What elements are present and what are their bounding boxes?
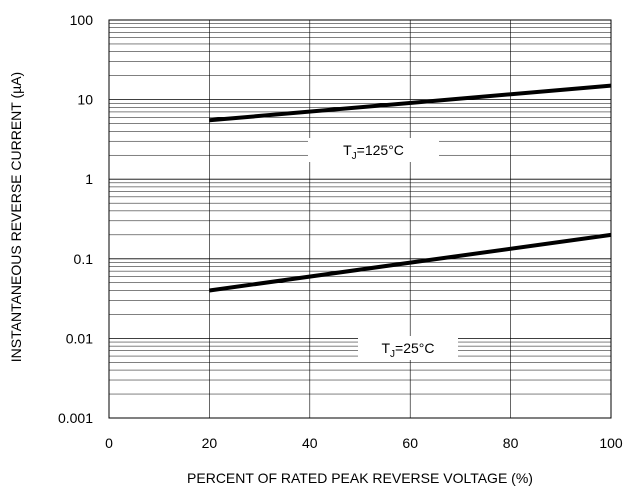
temperature-label-2: TJ=25°C bbox=[381, 340, 434, 360]
series-lines bbox=[209, 83, 612, 293]
y-tick-label: 0.001 bbox=[58, 410, 93, 426]
x-tick-label: 80 bbox=[503, 435, 519, 451]
x-tick-labels: 0 20 40 60 80 100 bbox=[105, 435, 623, 451]
x-axis-label: PERCENT OF RATED PEAK REVERSE VOLTAGE (%… bbox=[187, 470, 533, 486]
y-tick-label: 0.01 bbox=[66, 330, 93, 346]
x-tick-label: 40 bbox=[302, 435, 318, 451]
plot-frame bbox=[108, 19, 612, 419]
annotations: TJ=125°C TJ=25°C bbox=[308, 138, 458, 360]
x-tick-label: 0 bbox=[105, 435, 113, 451]
temperature-label-1: TJ=125°C bbox=[343, 142, 404, 162]
y-axis-label: INSTANTANEOUS REVERSE CURRENT (µA) bbox=[8, 72, 24, 362]
series-line-1 bbox=[209, 83, 612, 123]
x-tick-label: 100 bbox=[599, 435, 623, 451]
x-tick-label: 20 bbox=[202, 435, 218, 451]
series-line-2 bbox=[209, 232, 612, 293]
y-tick-label: 1 bbox=[85, 171, 93, 187]
x-tick-label: 60 bbox=[402, 435, 418, 451]
y-tick-label: 0.1 bbox=[74, 251, 94, 267]
annotation-background bbox=[358, 336, 458, 360]
y-tick-label: 100 bbox=[70, 12, 94, 28]
y-tick-label: 10 bbox=[77, 92, 93, 108]
annotation-background bbox=[308, 138, 439, 162]
y-tick-labels: 0.001 0.01 0.1 1 10 100 bbox=[58, 12, 93, 426]
